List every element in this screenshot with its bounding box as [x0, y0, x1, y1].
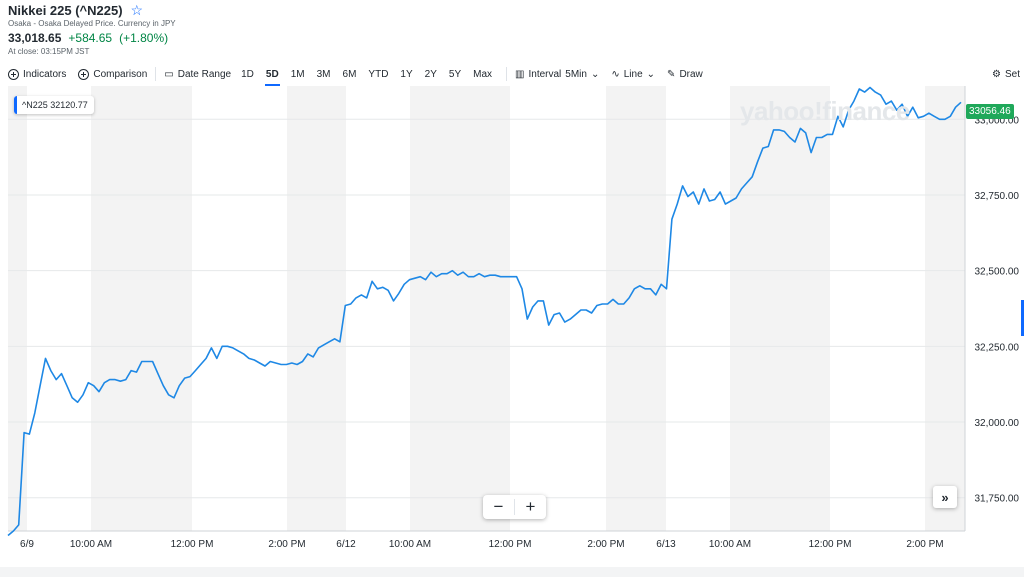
date-range-button[interactable]: ▭ Date Range: [164, 69, 231, 80]
calendar-icon: ▭: [164, 68, 174, 80]
range-5d[interactable]: 5D: [260, 69, 285, 86]
star-icon[interactable]: ☆: [130, 2, 144, 18]
bottom-strip: [0, 567, 1024, 577]
settings-label: Set: [1004, 68, 1020, 80]
zoom-out-button[interactable]: −: [493, 497, 504, 516]
interval-label: Interval: [528, 68, 562, 80]
session-shade: [730, 86, 830, 531]
symbol-tag-value: 32120.77: [50, 100, 88, 110]
divider: [514, 499, 515, 515]
range-max[interactable]: Max: [473, 68, 493, 80]
side-panel-tab[interactable]: [1021, 300, 1024, 336]
y-tick-label: 31,750.00: [975, 494, 1020, 505]
close-time: At close: 03:15PM JST: [8, 47, 90, 56]
range-selector: 1D 5D 1M 3M 6M YTD 1Y 2Y 5Y Max: [235, 68, 498, 86]
line-type-button[interactable]: ∿ Line ⌄: [611, 69, 655, 80]
x-tick-label: 10:00 AM: [70, 539, 112, 550]
range-1y[interactable]: 1Y: [400, 68, 413, 80]
indicators-button[interactable]: Indicators: [8, 68, 67, 80]
range-5y[interactable]: 5Y: [448, 68, 462, 80]
y-tick-label: 32,000.00: [975, 418, 1020, 429]
price-line: [7, 86, 962, 537]
divider: [155, 67, 157, 81]
plus-circle-icon: [8, 68, 19, 80]
quote-subtitle: Osaka - Osaka Delayed Price. Currency in…: [8, 19, 176, 28]
x-tick-label: 12:00 PM: [809, 539, 852, 550]
session-shade: [287, 86, 346, 531]
yahoo-finance-watermark: yahoo!finance: [740, 96, 910, 126]
settings-button[interactable]: ⚙ Set: [992, 69, 1020, 80]
indicators-label: Indicators: [23, 68, 67, 80]
chevron-down-icon: ⌄: [590, 68, 600, 80]
x-tick-label: 2:00 PM: [587, 539, 624, 550]
x-tick-label: 6/9: [20, 539, 34, 550]
session-shade: [606, 86, 666, 531]
range-3m[interactable]: 3M: [316, 68, 331, 80]
session-shade: [410, 86, 510, 531]
x-tick-label: 6/13: [656, 539, 676, 550]
quote-price: 33,018.65: [8, 31, 62, 45]
x-tick-label: 10:00 AM: [709, 539, 751, 550]
x-tick-label: 10:00 AM: [389, 539, 431, 550]
y-tick-label: 33,000.00: [975, 115, 1020, 126]
symbol-tag-name: ^N225: [22, 100, 48, 110]
series-color-marker: [14, 96, 17, 114]
session-shade: [8, 86, 27, 531]
x-tick-label: 2:00 PM: [906, 539, 943, 550]
range-1d[interactable]: 1D: [241, 68, 254, 80]
x-tick-label: 2:00 PM: [268, 539, 305, 550]
scroll-to-latest-button[interactable]: »: [933, 486, 957, 508]
pencil-icon: ✎: [667, 68, 676, 80]
chevron-down-icon: ⌄: [646, 68, 656, 80]
interval-value: 5Min: [565, 68, 587, 80]
x-tick-label: 12:00 PM: [489, 539, 532, 550]
plus-circle-icon: [78, 68, 90, 80]
interval-icon: ▥: [515, 68, 525, 80]
range-6m[interactable]: 6M: [342, 68, 357, 80]
range-2y[interactable]: 2Y: [424, 68, 437, 80]
quote-header: Nikkei 225 (^N225) ☆ Osaka - Osaka Delay…: [8, 2, 608, 57]
divider: [506, 67, 508, 81]
quote-title: Nikkei 225 (^N225): [8, 2, 123, 18]
y-tick-label: 32,250.00: [975, 342, 1020, 353]
x-tick-label: 6/12: [336, 539, 356, 550]
date-range-label: Date Range: [177, 68, 232, 80]
y-tick-label: 32,750.00: [975, 191, 1020, 202]
line-chart-icon: ∿: [611, 68, 620, 80]
last-price-label: 33056.46: [966, 104, 1014, 119]
session-shade: [925, 86, 965, 531]
symbol-tag[interactable]: ^N225 32120.77: [14, 96, 94, 114]
gear-icon: ⚙: [992, 68, 1001, 80]
comparison-button[interactable]: Comparison: [78, 68, 148, 80]
draw-button[interactable]: ✎ Draw: [667, 69, 703, 80]
session-shade: [91, 86, 192, 531]
range-ytd[interactable]: YTD: [368, 68, 389, 80]
quote-change-percent: (+1.80%): [119, 31, 169, 45]
price-chart[interactable]: 33,000.00 32,750.00 32,500.00 32,250.00 32,0…: [0, 86, 1024, 567]
quote-change: +584.65: [68, 31, 113, 45]
comparison-label: Comparison: [93, 68, 148, 80]
chart-toolbar: Indicators Comparison ▭ Date Range 1D 5D 1…: [0, 63, 1024, 86]
zoom-controls: − +: [483, 495, 546, 519]
range-1m[interactable]: 1M: [290, 68, 305, 80]
draw-label: Draw: [679, 68, 703, 80]
interval-button[interactable]: ▥ Interval 5Min ⌄: [515, 69, 599, 80]
zoom-in-button[interactable]: +: [525, 497, 536, 516]
y-tick-label: 32,500.00: [975, 267, 1020, 278]
x-tick-label: 12:00 PM: [171, 539, 214, 550]
line-type-label: Line: [623, 68, 643, 80]
